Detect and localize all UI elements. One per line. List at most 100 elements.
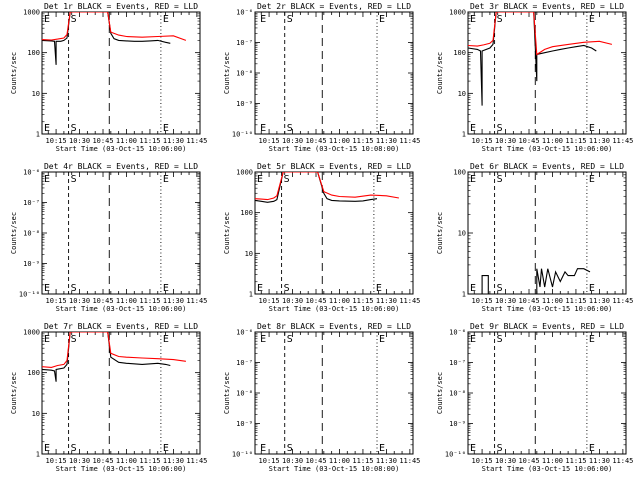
x-tick-label: 11:00 xyxy=(329,297,350,305)
lld-rate-line xyxy=(468,12,613,56)
marker-label-top: E xyxy=(257,174,263,185)
marker-label-top: E xyxy=(470,334,476,345)
y-tick-label: 10 xyxy=(32,90,40,98)
y-tick-label: 10 xyxy=(458,90,466,98)
lld-rate-line xyxy=(42,12,187,41)
marker-label-top: E xyxy=(163,14,169,25)
y-tick-label: 100 xyxy=(27,49,40,57)
marker-label-top: E xyxy=(379,334,385,345)
marker-label-top: E xyxy=(260,334,266,345)
marker-label-bottom: E xyxy=(163,123,169,134)
marker-label-top: E xyxy=(44,14,50,25)
y-tick-label: 10⁻⁸ xyxy=(449,390,466,398)
x-tick-label: 11:15 xyxy=(139,297,160,305)
y-tick-label: 100 xyxy=(453,49,466,57)
x-tick-label: 11:00 xyxy=(542,137,563,145)
marker-label-bottom: E xyxy=(470,443,476,454)
plot-frame xyxy=(467,11,627,135)
plot-frame xyxy=(41,11,201,135)
x-tick-label: 10:30 xyxy=(282,457,303,465)
y-axis-label: Counts/sec xyxy=(10,212,18,254)
plot-frame xyxy=(467,331,627,455)
marker-label-bottom: E xyxy=(589,123,595,134)
lld-rate-line xyxy=(255,172,399,201)
y-tick-label: 1 xyxy=(462,131,466,139)
x-tick-label: 11:30 xyxy=(589,297,610,305)
x-tick-label: 11:45 xyxy=(399,297,420,305)
y-tick-label: 1 xyxy=(36,451,40,459)
event-rate-line xyxy=(481,268,591,294)
x-tick-label: 10:45 xyxy=(92,457,113,465)
x-tick-label: 11:00 xyxy=(116,297,137,305)
marker-label-bottom: S xyxy=(71,283,77,294)
chart-title: Det 3r BLACK = Events, RED = LLD xyxy=(470,2,624,11)
marker-label-top: E xyxy=(163,174,169,185)
x-tick-label: 11:15 xyxy=(352,297,373,305)
marker-label-top: E xyxy=(470,14,476,25)
x-axis-label: Start Time (03-Oct-15 10:06:00) xyxy=(482,305,613,313)
x-axis-label: Start Time (03-Oct-15 10:06:00) xyxy=(56,465,187,473)
marker-label-bottom: E xyxy=(379,123,385,134)
series-group xyxy=(255,172,399,203)
y-tick-label: 10⁻⁶ xyxy=(236,9,253,17)
chart-title: Det 6r BLACK = Events, RED = LLD xyxy=(470,162,624,171)
x-tick-label: 10:15 xyxy=(46,297,67,305)
series-group xyxy=(481,268,591,294)
chart-title: Det 2r BLACK = Events, RED = LLD xyxy=(257,2,411,11)
x-tick-label: 10:45 xyxy=(92,297,113,305)
x-tick-label: 11:30 xyxy=(163,297,184,305)
marker-label-bottom: S xyxy=(284,283,290,294)
marker-label-top: S xyxy=(71,174,77,185)
marker-label-bottom: S xyxy=(497,283,503,294)
marker-label-bottom: S xyxy=(71,443,77,454)
x-axis-label: Start Time (03-Oct-15 10:06:00) xyxy=(482,465,613,473)
event-rate-line xyxy=(468,12,597,106)
y-tick-label: 1 xyxy=(249,291,253,299)
x-tick-label: 11:30 xyxy=(163,457,184,465)
marker-label-top: S xyxy=(287,14,293,25)
lld-rate-line xyxy=(42,332,186,368)
x-tick-label: 10:45 xyxy=(305,137,326,145)
y-tick-label: 1000 xyxy=(23,9,40,17)
plot-frame xyxy=(254,331,414,455)
x-tick-label: 10:15 xyxy=(472,137,493,145)
x-tick-label: 10:15 xyxy=(46,137,67,145)
y-tick-label: 1 xyxy=(462,291,466,299)
marker-label-bottom: E xyxy=(589,443,595,454)
x-tick-label: 10:30 xyxy=(495,297,516,305)
marker-label-top: S xyxy=(497,14,503,25)
marker-label-top: S xyxy=(71,334,77,345)
y-tick-label: 10⁻¹⁰ xyxy=(232,131,253,139)
x-tick-label: 10:45 xyxy=(518,457,539,465)
marker-label-bottom: E xyxy=(44,443,50,454)
marker-label-top: S xyxy=(497,334,503,345)
marker-label-bottom: E xyxy=(260,123,266,134)
x-tick-label: 10:30 xyxy=(495,137,516,145)
y-tick-label: 1 xyxy=(36,131,40,139)
y-axis-label: Counts/sec xyxy=(223,212,231,254)
y-tick-label: 1000 xyxy=(23,329,40,337)
y-tick-label: 1000 xyxy=(449,9,466,17)
y-tick-label: 10⁻⁷ xyxy=(23,199,40,207)
x-tick-label: 10:30 xyxy=(69,137,90,145)
x-tick-label: 11:45 xyxy=(612,297,633,305)
marker-label-bottom: S xyxy=(497,443,503,454)
x-tick-label: 11:30 xyxy=(589,137,610,145)
x-tick-label: 11:15 xyxy=(565,297,586,305)
y-tick-label: 10 xyxy=(245,250,253,258)
marker-label-top: S xyxy=(287,334,293,345)
marker-label-top: E xyxy=(44,334,50,345)
y-tick-label: 10⁻¹⁰ xyxy=(232,451,253,459)
marker-label-bottom: E xyxy=(257,283,263,294)
y-tick-label: 10⁻⁹ xyxy=(449,420,466,428)
x-tick-label: 10:15 xyxy=(259,457,280,465)
x-tick-label: 10:45 xyxy=(518,137,539,145)
x-tick-label: 11:15 xyxy=(565,137,586,145)
marker-label-bottom: E xyxy=(44,123,50,134)
